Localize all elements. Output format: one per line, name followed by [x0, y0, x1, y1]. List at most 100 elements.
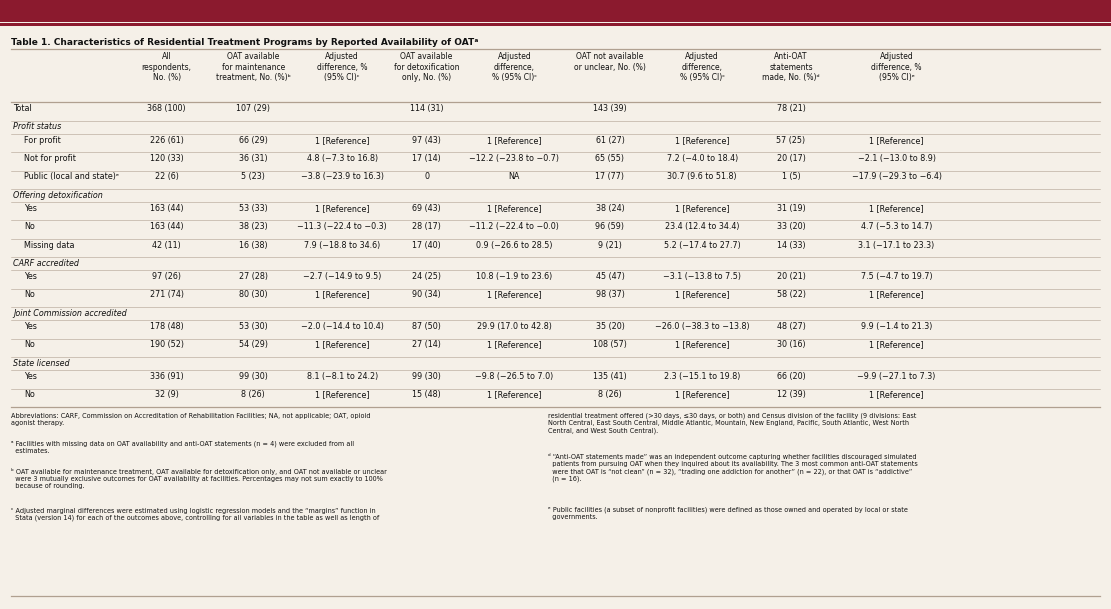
- Text: 1 [Reference]: 1 [Reference]: [674, 136, 730, 145]
- Text: 143 (39): 143 (39): [593, 104, 627, 113]
- Text: 54 (29): 54 (29): [239, 340, 268, 350]
- Text: Joint Commission accredited: Joint Commission accredited: [13, 309, 127, 318]
- Text: 12 (39): 12 (39): [777, 390, 805, 400]
- Text: 99 (30): 99 (30): [412, 372, 441, 381]
- Text: 5 (23): 5 (23): [241, 172, 266, 181]
- Text: 48 (27): 48 (27): [777, 322, 805, 331]
- Text: 80 (30): 80 (30): [239, 290, 268, 300]
- Text: 1 [Reference]: 1 [Reference]: [487, 390, 542, 400]
- Text: Anti-OAT
statements
made, No. (%)ᵈ: Anti-OAT statements made, No. (%)ᵈ: [762, 52, 820, 82]
- Text: 120 (33): 120 (33): [150, 154, 183, 163]
- Text: Adjusted
difference, %
(95% CI)ᵉ: Adjusted difference, % (95% CI)ᵉ: [871, 52, 922, 82]
- Text: No: No: [24, 290, 36, 300]
- Text: 35 (20): 35 (20): [595, 322, 624, 331]
- Text: ᵈ “Anti-OAT statements made” was an independent outcome capturing whether facili: ᵈ “Anti-OAT statements made” was an inde…: [548, 453, 918, 482]
- Text: 17 (14): 17 (14): [412, 154, 441, 163]
- Text: 53 (33): 53 (33): [239, 204, 268, 213]
- Text: Total: Total: [13, 104, 32, 113]
- Text: −12.2 (−23.8 to −0.7): −12.2 (−23.8 to −0.7): [469, 154, 560, 163]
- Text: 8.1 (−8.1 to 24.2): 8.1 (−8.1 to 24.2): [307, 372, 378, 381]
- Text: 14 (33): 14 (33): [777, 241, 805, 250]
- Text: 163 (44): 163 (44): [150, 222, 183, 231]
- Text: −17.9 (−29.3 to −6.4): −17.9 (−29.3 to −6.4): [851, 172, 942, 181]
- Text: −11.3 (−22.4 to −0.3): −11.3 (−22.4 to −0.3): [298, 222, 387, 231]
- Text: 1 (5): 1 (5): [782, 172, 800, 181]
- Text: Adjusted
difference,
% (95% CI)ᶜ: Adjusted difference, % (95% CI)ᶜ: [492, 52, 537, 82]
- Text: 7.5 (−4.7 to 19.7): 7.5 (−4.7 to 19.7): [861, 272, 932, 281]
- Text: 1 [Reference]: 1 [Reference]: [314, 340, 370, 350]
- Text: 5.2 (−17.4 to 27.7): 5.2 (−17.4 to 27.7): [663, 241, 741, 250]
- Text: OAT available
for maintenance
treatment, No. (%)ᵇ: OAT available for maintenance treatment,…: [216, 52, 291, 82]
- Text: ᵃ Facilities with missing data on OAT availability and anti-OAT statements (n = : ᵃ Facilities with missing data on OAT av…: [11, 440, 354, 454]
- Text: 65 (55): 65 (55): [595, 154, 624, 163]
- Text: −2.1 (−13.0 to 8.9): −2.1 (−13.0 to 8.9): [858, 154, 935, 163]
- Text: Yes: Yes: [24, 322, 38, 331]
- Text: 38 (23): 38 (23): [239, 222, 268, 231]
- Text: 178 (48): 178 (48): [150, 322, 183, 331]
- Text: −9.9 (−27.1 to 7.3): −9.9 (−27.1 to 7.3): [858, 372, 935, 381]
- Text: 1 [Reference]: 1 [Reference]: [869, 204, 924, 213]
- Text: Adjusted
difference,
% (95% CI)ᶜ: Adjusted difference, % (95% CI)ᶜ: [680, 52, 724, 82]
- Text: 30.7 (9.6 to 51.8): 30.7 (9.6 to 51.8): [668, 172, 737, 181]
- Text: No: No: [24, 222, 36, 231]
- Text: −11.2 (−22.4 to −0.0): −11.2 (−22.4 to −0.0): [470, 222, 559, 231]
- Text: 336 (91): 336 (91): [150, 372, 183, 381]
- Text: 107 (29): 107 (29): [237, 104, 270, 113]
- Text: 30 (16): 30 (16): [777, 340, 805, 350]
- Text: −26.0 (−38.3 to −13.8): −26.0 (−38.3 to −13.8): [654, 322, 750, 331]
- Text: 8 (26): 8 (26): [598, 390, 622, 400]
- Text: 1 [Reference]: 1 [Reference]: [674, 340, 730, 350]
- Text: residential treatment offered (>30 days, ≤30 days, or both) and Census division : residential treatment offered (>30 days,…: [548, 413, 917, 434]
- Text: Yes: Yes: [24, 272, 38, 281]
- Text: −2.0 (−14.4 to 10.4): −2.0 (−14.4 to 10.4): [301, 322, 383, 331]
- Text: 17 (77): 17 (77): [595, 172, 624, 181]
- Text: 108 (57): 108 (57): [593, 340, 627, 350]
- Text: 36 (31): 36 (31): [239, 154, 268, 163]
- Text: 66 (29): 66 (29): [239, 136, 268, 145]
- Text: 0: 0: [424, 172, 429, 181]
- Text: 53 (30): 53 (30): [239, 322, 268, 331]
- Text: 96 (59): 96 (59): [595, 222, 624, 231]
- Text: 190 (52): 190 (52): [150, 340, 183, 350]
- Text: 87 (50): 87 (50): [412, 322, 441, 331]
- Text: 58 (22): 58 (22): [777, 290, 805, 300]
- Text: −2.7 (−14.9 to 9.5): −2.7 (−14.9 to 9.5): [303, 272, 381, 281]
- Text: 226 (61): 226 (61): [150, 136, 183, 145]
- Text: 3.1 (−17.1 to 23.3): 3.1 (−17.1 to 23.3): [859, 241, 934, 250]
- Text: 66 (20): 66 (20): [777, 372, 805, 381]
- Text: 8 (26): 8 (26): [241, 390, 266, 400]
- Text: 1 [Reference]: 1 [Reference]: [487, 136, 542, 145]
- Text: 1 [Reference]: 1 [Reference]: [314, 204, 370, 213]
- Text: NA: NA: [509, 172, 520, 181]
- Text: −3.1 (−13.8 to 7.5): −3.1 (−13.8 to 7.5): [663, 272, 741, 281]
- Text: 114 (31): 114 (31): [410, 104, 443, 113]
- Text: 27 (28): 27 (28): [239, 272, 268, 281]
- Text: 4.8 (−7.3 to 16.8): 4.8 (−7.3 to 16.8): [307, 154, 378, 163]
- Text: 69 (43): 69 (43): [412, 204, 441, 213]
- Text: Yes: Yes: [24, 204, 38, 213]
- Text: 16 (38): 16 (38): [239, 241, 268, 250]
- Text: 15 (48): 15 (48): [412, 390, 441, 400]
- Text: No: No: [24, 340, 36, 350]
- Text: 1 [Reference]: 1 [Reference]: [869, 136, 924, 145]
- Text: 368 (100): 368 (100): [148, 104, 186, 113]
- Text: 24 (25): 24 (25): [412, 272, 441, 281]
- Text: OAT available
for detoxification
only, No. (%): OAT available for detoxification only, N…: [394, 52, 459, 82]
- Text: 20 (21): 20 (21): [777, 272, 805, 281]
- Text: 163 (44): 163 (44): [150, 204, 183, 213]
- Text: Missing data: Missing data: [24, 241, 74, 250]
- Text: 90 (34): 90 (34): [412, 290, 441, 300]
- Text: 61 (27): 61 (27): [595, 136, 624, 145]
- Text: 1 [Reference]: 1 [Reference]: [674, 204, 730, 213]
- Text: 28 (17): 28 (17): [412, 222, 441, 231]
- Text: 1 [Reference]: 1 [Reference]: [674, 290, 730, 300]
- Text: 1 [Reference]: 1 [Reference]: [314, 390, 370, 400]
- Text: 17 (40): 17 (40): [412, 241, 441, 250]
- Text: 97 (43): 97 (43): [412, 136, 441, 145]
- Text: 29.9 (17.0 to 42.8): 29.9 (17.0 to 42.8): [477, 322, 552, 331]
- Text: For profit: For profit: [24, 136, 61, 145]
- Text: 9 (21): 9 (21): [598, 241, 622, 250]
- Text: 99 (30): 99 (30): [239, 372, 268, 381]
- Text: 1 [Reference]: 1 [Reference]: [869, 290, 924, 300]
- Text: 98 (37): 98 (37): [595, 290, 624, 300]
